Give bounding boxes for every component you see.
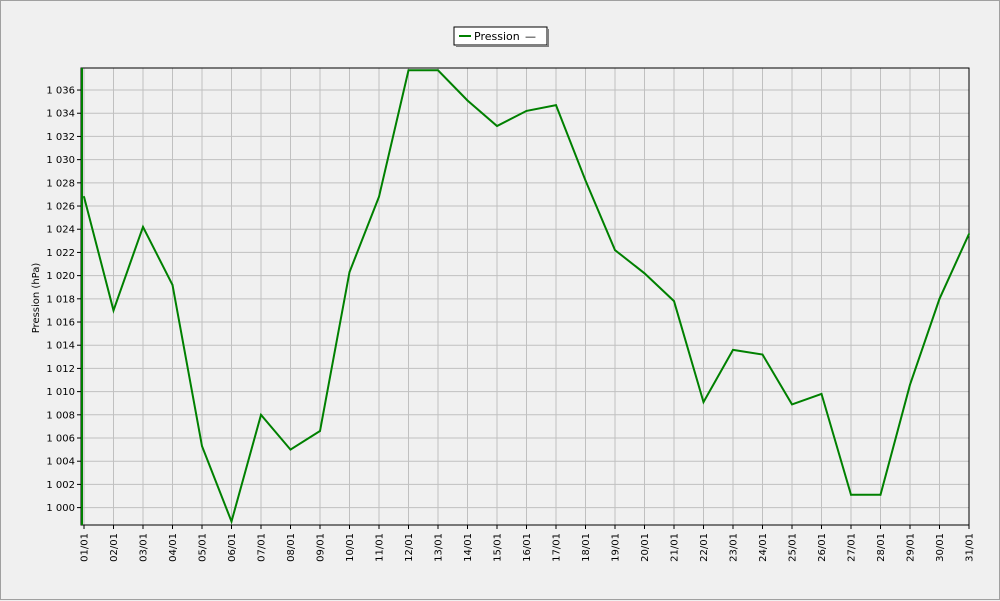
data-point	[614, 249, 616, 252]
y-tick-label: 1 028	[46, 178, 75, 189]
y-tick-label: 1 026	[46, 202, 75, 213]
data-point	[466, 99, 469, 102]
x-tick-label: 16/01	[522, 533, 533, 562]
y-tick-label: 1 016	[46, 318, 75, 329]
data-point	[83, 195, 85, 198]
x-tick-label: 13/01	[434, 533, 445, 562]
x-tick-label: 01/01	[80, 533, 91, 562]
data-point	[171, 284, 174, 286]
data-point	[879, 493, 882, 496]
x-tick-label: 23/01	[729, 533, 740, 562]
y-tick-label: 1 024	[46, 225, 75, 236]
x-tick-labels: 01/01 02/01 03/01 04/01 05/01 06/01 07/01 08/01…	[80, 533, 976, 562]
x-tick-label: 28/01	[876, 533, 887, 562]
data-point	[496, 125, 498, 127]
legend-box-shadow-bottom	[456, 45, 549, 47]
data-point	[260, 413, 262, 416]
x-tick-label: 03/01	[139, 533, 150, 562]
x-tick-label: 30/01	[935, 533, 946, 562]
x-tick-label: 04/01	[168, 533, 179, 562]
x-tick-label: 21/01	[670, 533, 681, 562]
data-point	[555, 104, 557, 107]
x-tick-label: 24/01	[758, 533, 769, 562]
data-point	[702, 401, 705, 403]
data-point	[201, 445, 203, 448]
x-tick-label: 10/01	[345, 533, 356, 562]
y-tick-label: 1 022	[46, 248, 75, 259]
data-point	[378, 195, 380, 198]
x-tick-label: 07/01	[257, 533, 268, 562]
data-point	[909, 383, 911, 386]
y-tick-label: 1 000	[46, 503, 75, 514]
data-point	[732, 348, 734, 351]
x-tick-label: 25/01	[788, 533, 799, 562]
y-tick-label: 1 020	[46, 271, 75, 282]
legend: Pression —	[453, 26, 549, 47]
x-tick-label: 29/01	[906, 533, 917, 562]
x-tick-label: 26/01	[817, 533, 828, 562]
y-tick-labels: 1 000 1 002 1 004 1 006 1 008 1 010 1 012 1 014…	[46, 86, 75, 515]
data-point	[112, 309, 115, 312]
x-tick-label: 15/01	[493, 533, 504, 562]
y-tick-label: 1 006	[46, 434, 75, 445]
y-tick-label: 1 036	[46, 86, 75, 97]
x-tick-label: 05/01	[198, 533, 209, 562]
data-point	[643, 272, 646, 275]
x-tick-label: 11/01	[375, 533, 386, 562]
x-tick-label: 31/01	[965, 533, 976, 562]
y-tick-label: 1 034	[46, 109, 75, 120]
x-tick-label: 20/01	[640, 533, 651, 562]
legend-extra-dash: —	[525, 30, 536, 43]
y-axis-title: Pression (hPa)	[31, 263, 42, 334]
data-point	[761, 353, 764, 356]
data-point	[348, 271, 351, 274]
x-tick-label: 08/01	[286, 533, 297, 562]
y-tick-label: 1 012	[46, 364, 75, 375]
y-tick-label: 1 014	[46, 341, 75, 352]
x-tick-label: 27/01	[847, 533, 858, 562]
x-tick-label: 02/01	[109, 533, 120, 562]
y-tick-label: 1 008	[46, 410, 75, 421]
y-tick-label: 1 004	[46, 457, 75, 468]
y-tick-label: 1 030	[46, 155, 75, 166]
y-tick-label: 1 010	[46, 387, 75, 398]
x-tick-label: 17/01	[552, 533, 563, 562]
data-point	[525, 110, 528, 112]
x-tick-label: 06/01	[227, 533, 238, 562]
x-tick-label: 19/01	[611, 533, 622, 562]
data-point	[289, 448, 292, 451]
data-point	[820, 393, 823, 395]
data-point	[437, 69, 439, 72]
data-point	[673, 300, 675, 303]
x-tick-label: 14/01	[463, 533, 474, 562]
x-tick-label: 09/01	[316, 533, 327, 562]
data-point	[142, 226, 144, 228]
legend-box-shadow-right	[547, 29, 549, 46]
axes	[77, 67, 970, 529]
data-point	[584, 179, 587, 182]
x-tick-label: 12/01	[404, 533, 415, 562]
y-tick-label: 1 018	[46, 294, 75, 305]
series-layer	[83, 69, 970, 525]
data-point	[407, 69, 410, 72]
data-point	[791, 403, 793, 406]
x-tick-label: 22/01	[699, 533, 710, 562]
data-point	[938, 297, 941, 300]
legend-label-pression: Pression	[474, 30, 520, 43]
y-tick-label: 1 032	[46, 132, 75, 143]
grid-lines	[81, 68, 970, 525]
data-point	[968, 232, 970, 235]
data-point	[850, 493, 852, 496]
x-tick-label: 18/01	[581, 533, 592, 562]
y-tick-label: 1 002	[46, 480, 75, 491]
data-point	[319, 430, 321, 432]
data-point	[230, 520, 233, 523]
